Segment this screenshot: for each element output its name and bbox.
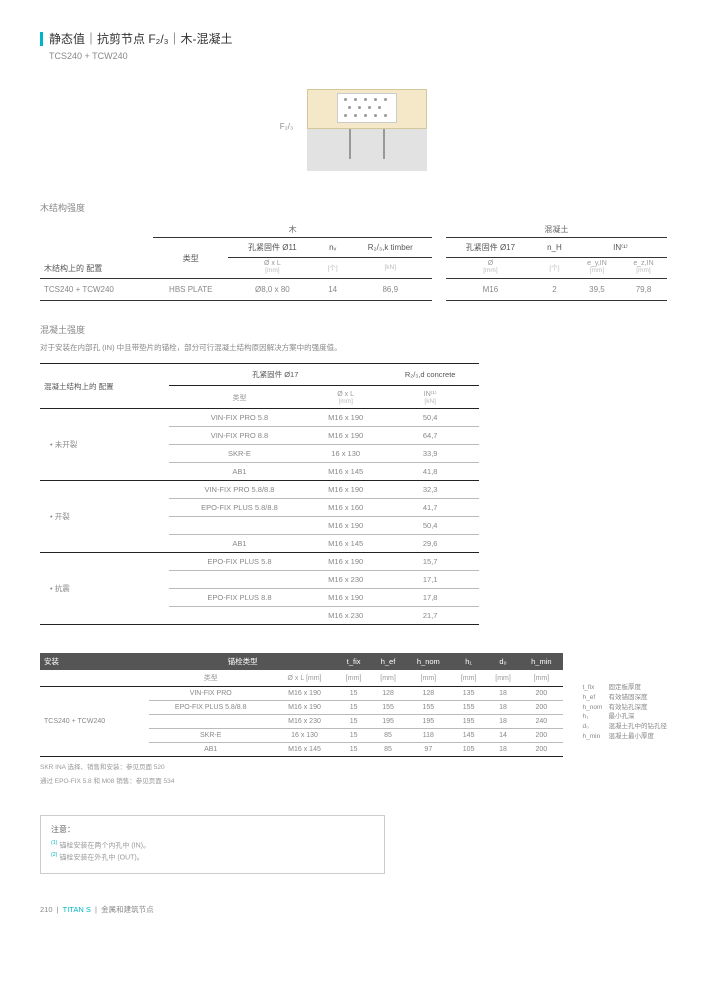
page-footer: 210 | TITAN S | 金属和建筑节点	[40, 904, 667, 915]
diagram-label: F₂/₃	[280, 122, 293, 131]
concrete-strength-table: 混凝土结构上的 配置 孔紧固件 Ø17 R₂/₃,d concrete 类型 Ø…	[40, 363, 479, 625]
col-nh: n_H	[535, 238, 574, 258]
installation-table: 安装 锚栓类型 t_fix h_ef h_nom h₁ d₀ h_min 类型 …	[40, 653, 563, 757]
legend-row: d₀混凝土孔中的钻孔径	[583, 722, 668, 732]
tbl3-anchor-hdr: 锚栓类型	[149, 653, 337, 670]
table-row: 抗震EPO-FIX PLUS 5.8M16 x 19015,7	[40, 553, 479, 571]
table-row: 开裂VIN-FIX PRO 5.8/8.8M16 x 19032,3	[40, 481, 479, 499]
tbl1-concrete-hdr: 混凝土	[446, 220, 667, 238]
tbl3-inst-hdr: 安装	[40, 653, 149, 670]
col-fastener11: 孔紧固件 Ø11	[228, 238, 316, 258]
tbl1-data-row: TCS240 + TCW240 HBS PLATE Ø8,0 x 80 14 8…	[40, 279, 667, 301]
tbl1-wood-hdr: 木	[153, 220, 431, 238]
col-in: IN⁽¹⁾	[574, 238, 667, 258]
tbl2-fastener-hdr: 孔紧固件 Ø17	[169, 364, 381, 386]
table-row: 未开裂VIN-FIX PRO 5.8M16 x 19050,4	[40, 409, 479, 427]
col-type: 类型	[153, 238, 228, 279]
section2-desc: 对于安装在内部孔 (IN) 中且带垫片的锚栓，部分可行混凝土结构原因解决方案中的…	[40, 342, 667, 353]
tbl2-type-hdr: 类型	[169, 386, 310, 409]
tbl3-foot1: SKR INA 选择、销售和安装：参见页面 520	[40, 761, 563, 771]
connection-diagram	[307, 81, 427, 171]
col-fastener17: 孔紧固件 Ø17	[446, 238, 535, 258]
notes-box: 注意： (1) 锚栓安装在两个内孔中 (IN)。 (2) 锚栓安装在外孔中 (O…	[40, 815, 385, 874]
page-header: 静态值｜抗剪节点 F₂/₃｜木-混凝土	[40, 30, 667, 47]
timber-strength-table: 木结构上的 配置 木 混凝土 类型 孔紧固件 Ø11 nᵥ R₂/₃,k tim…	[40, 220, 667, 301]
legend-row: h_min混凝土最小厚度	[583, 732, 668, 742]
header-accent	[40, 32, 43, 46]
legend-row: t_fix固定板厚度	[583, 683, 668, 693]
tbl1-group-label: 木结构上的 配置	[40, 220, 153, 279]
col-r-timber: R₂/₃,k timber	[349, 238, 432, 258]
col-nv: nᵥ	[317, 238, 349, 258]
section1-title: 木结构强度	[40, 201, 667, 214]
page-subtitle: TCS240 + TCW240	[49, 51, 667, 61]
notes-title: 注意：	[51, 824, 374, 835]
legend-row: h_nom有效钻孔深度	[583, 703, 668, 713]
diagram-row: F₂/₃	[40, 81, 667, 171]
legend: t_fix固定板厚度h_ef有效锚固深度h_nom有效钻孔深度h₁最小孔深d₀混…	[583, 683, 668, 742]
tbl3-foot2: 通过 EPO-FIX 5.8 和 M08 销售：参见页面 534	[40, 775, 563, 785]
legend-row: h_ef有效锚固深度	[583, 693, 668, 703]
section2-title: 混凝土强度	[40, 323, 667, 336]
note-1: (1) 锚栓安装在两个内孔中 (IN)。	[51, 840, 374, 850]
page-title: 静态值｜抗剪节点 F₂/₃｜木-混凝土	[49, 30, 233, 47]
table-row: TCS240 + TCW240VIN-FIX PROM16 x 19015128…	[40, 687, 563, 701]
tbl2-r-hdr: R₂/₃,d concrete	[381, 364, 478, 386]
legend-row: h₁最小孔深	[583, 712, 668, 722]
note-2: (2) 锚栓安装在外孔中 (OUT)。	[51, 852, 374, 862]
tbl2-group-label: 混凝土结构上的 配置	[40, 364, 169, 409]
